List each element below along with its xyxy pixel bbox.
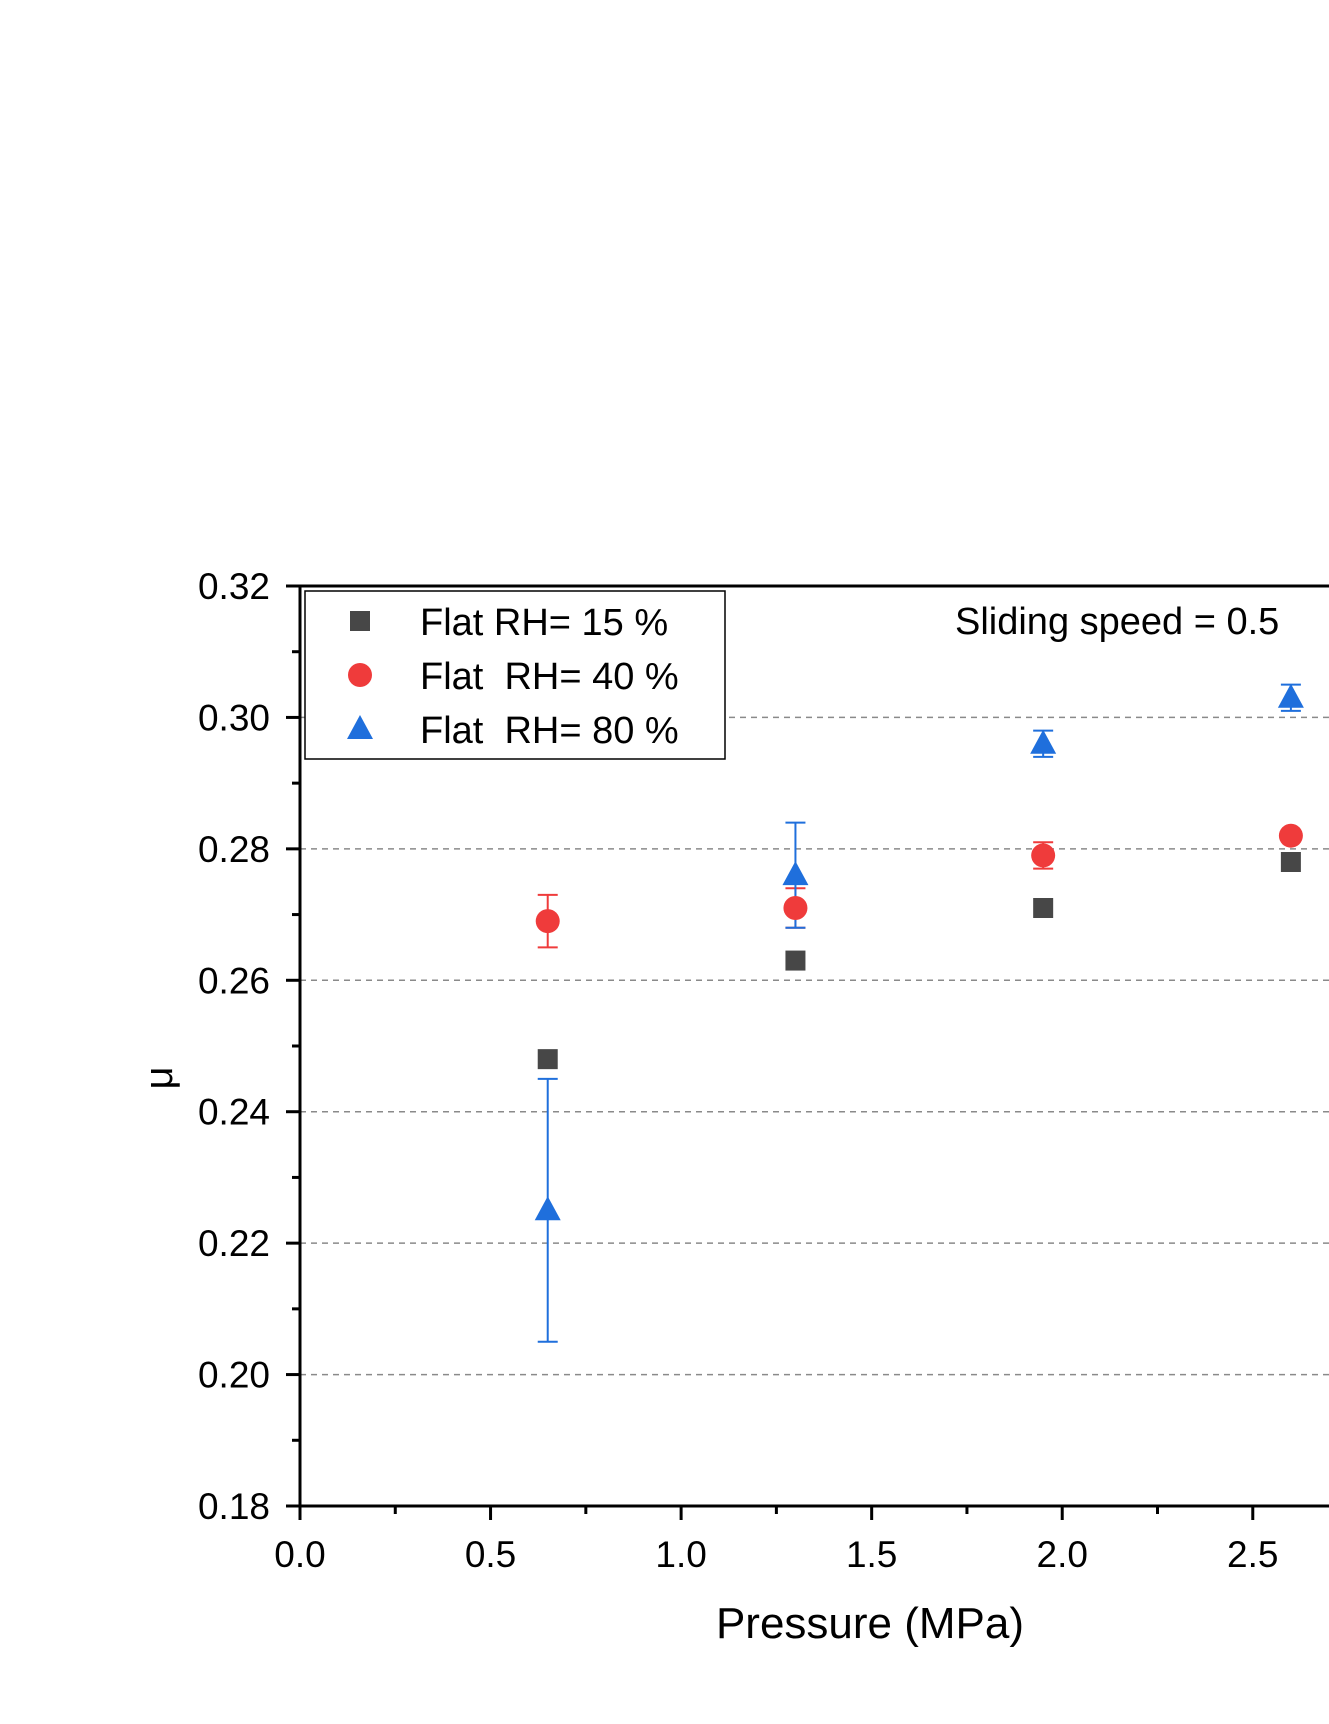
legend-marker-square	[350, 611, 370, 631]
marker-layer	[535, 684, 1304, 1221]
data-point-series1-point1	[783, 896, 807, 920]
legend: Flat RH= 15 % Flat RH= 40 % Flat RH= 80 %	[305, 591, 725, 759]
data-point-series0-point1	[785, 951, 805, 971]
legend-label: Flat RH= 15 %	[420, 602, 668, 644]
grid-layer	[300, 717, 1329, 1374]
y-tick-label: 0.30	[198, 697, 270, 738]
y-tick-label: 0.28	[198, 829, 270, 870]
data-point-series2-point0	[535, 1196, 561, 1220]
data-point-series2-point3	[1278, 684, 1304, 708]
legend-label: Flat RH= 80 %	[420, 710, 679, 752]
x-tick-label: 0.5	[465, 1534, 516, 1575]
y-tick-label: 0.26	[198, 960, 270, 1001]
y-tick-label: 0.24	[198, 1092, 270, 1133]
y-tick-label: 0.22	[198, 1223, 270, 1264]
data-point-series0-point2	[1033, 898, 1053, 918]
x-axis-label: Pressure (MPa)	[716, 1599, 1024, 1648]
data-point-series0-point0	[538, 1049, 558, 1069]
data-point-series1-point0	[536, 909, 560, 933]
x-tick-label: 0.0	[274, 1534, 325, 1575]
y-tick-label: 0.18	[198, 1486, 270, 1527]
data-point-series2-point1	[782, 861, 808, 885]
data-point-series2-point2	[1030, 730, 1056, 754]
y-axis-label: μ	[137, 1066, 181, 1089]
legend-marker-circle	[348, 663, 372, 687]
x-tick-label: 2.5	[1227, 1534, 1278, 1575]
y-tick-label: 0.32	[198, 566, 270, 607]
data-point-series0-point3	[1281, 852, 1301, 872]
x-tick-label: 2.0	[1037, 1534, 1088, 1575]
data-point-series1-point3	[1279, 824, 1303, 848]
x-tick-label: 1.0	[655, 1534, 706, 1575]
legend-label: Flat RH= 40 %	[420, 656, 679, 698]
y-tick-label: 0.20	[198, 1355, 270, 1396]
x-tick-label: 1.5	[846, 1534, 897, 1575]
annotation-sliding-speed: Sliding speed = 0.5	[955, 601, 1279, 643]
data-point-series1-point2	[1031, 843, 1055, 867]
